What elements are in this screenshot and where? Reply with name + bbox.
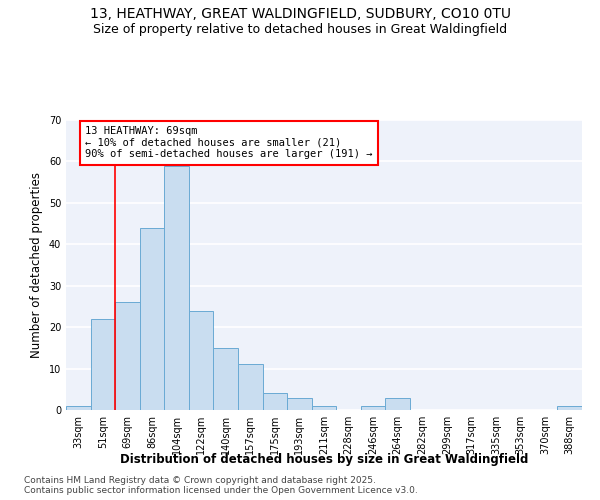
Bar bbox=[385, 398, 410, 410]
Text: 13, HEATHWAY, GREAT WALDINGFIELD, SUDBURY, CO10 0TU: 13, HEATHWAY, GREAT WALDINGFIELD, SUDBUR… bbox=[89, 8, 511, 22]
Bar bbox=[214, 348, 238, 410]
Bar bbox=[66, 406, 91, 410]
Bar bbox=[91, 319, 115, 410]
Bar bbox=[312, 406, 336, 410]
Text: 13 HEATHWAY: 69sqm
← 10% of detached houses are smaller (21)
90% of semi-detache: 13 HEATHWAY: 69sqm ← 10% of detached hou… bbox=[85, 126, 373, 160]
Y-axis label: Number of detached properties: Number of detached properties bbox=[30, 172, 43, 358]
Text: Distribution of detached houses by size in Great Waldingfield: Distribution of detached houses by size … bbox=[120, 452, 528, 466]
Bar bbox=[557, 406, 582, 410]
Text: Size of property relative to detached houses in Great Waldingfield: Size of property relative to detached ho… bbox=[93, 22, 507, 36]
Bar bbox=[189, 310, 214, 410]
Bar bbox=[140, 228, 164, 410]
Bar bbox=[238, 364, 263, 410]
Bar bbox=[287, 398, 312, 410]
Bar bbox=[115, 302, 140, 410]
Bar bbox=[164, 166, 189, 410]
Bar bbox=[361, 406, 385, 410]
Bar bbox=[263, 394, 287, 410]
Text: Contains HM Land Registry data © Crown copyright and database right 2025.
Contai: Contains HM Land Registry data © Crown c… bbox=[24, 476, 418, 495]
